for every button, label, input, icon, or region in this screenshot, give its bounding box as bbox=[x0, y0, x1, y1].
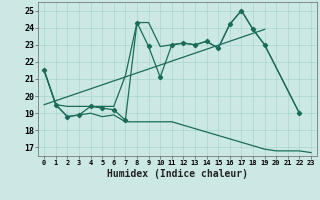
X-axis label: Humidex (Indice chaleur): Humidex (Indice chaleur) bbox=[107, 169, 248, 179]
